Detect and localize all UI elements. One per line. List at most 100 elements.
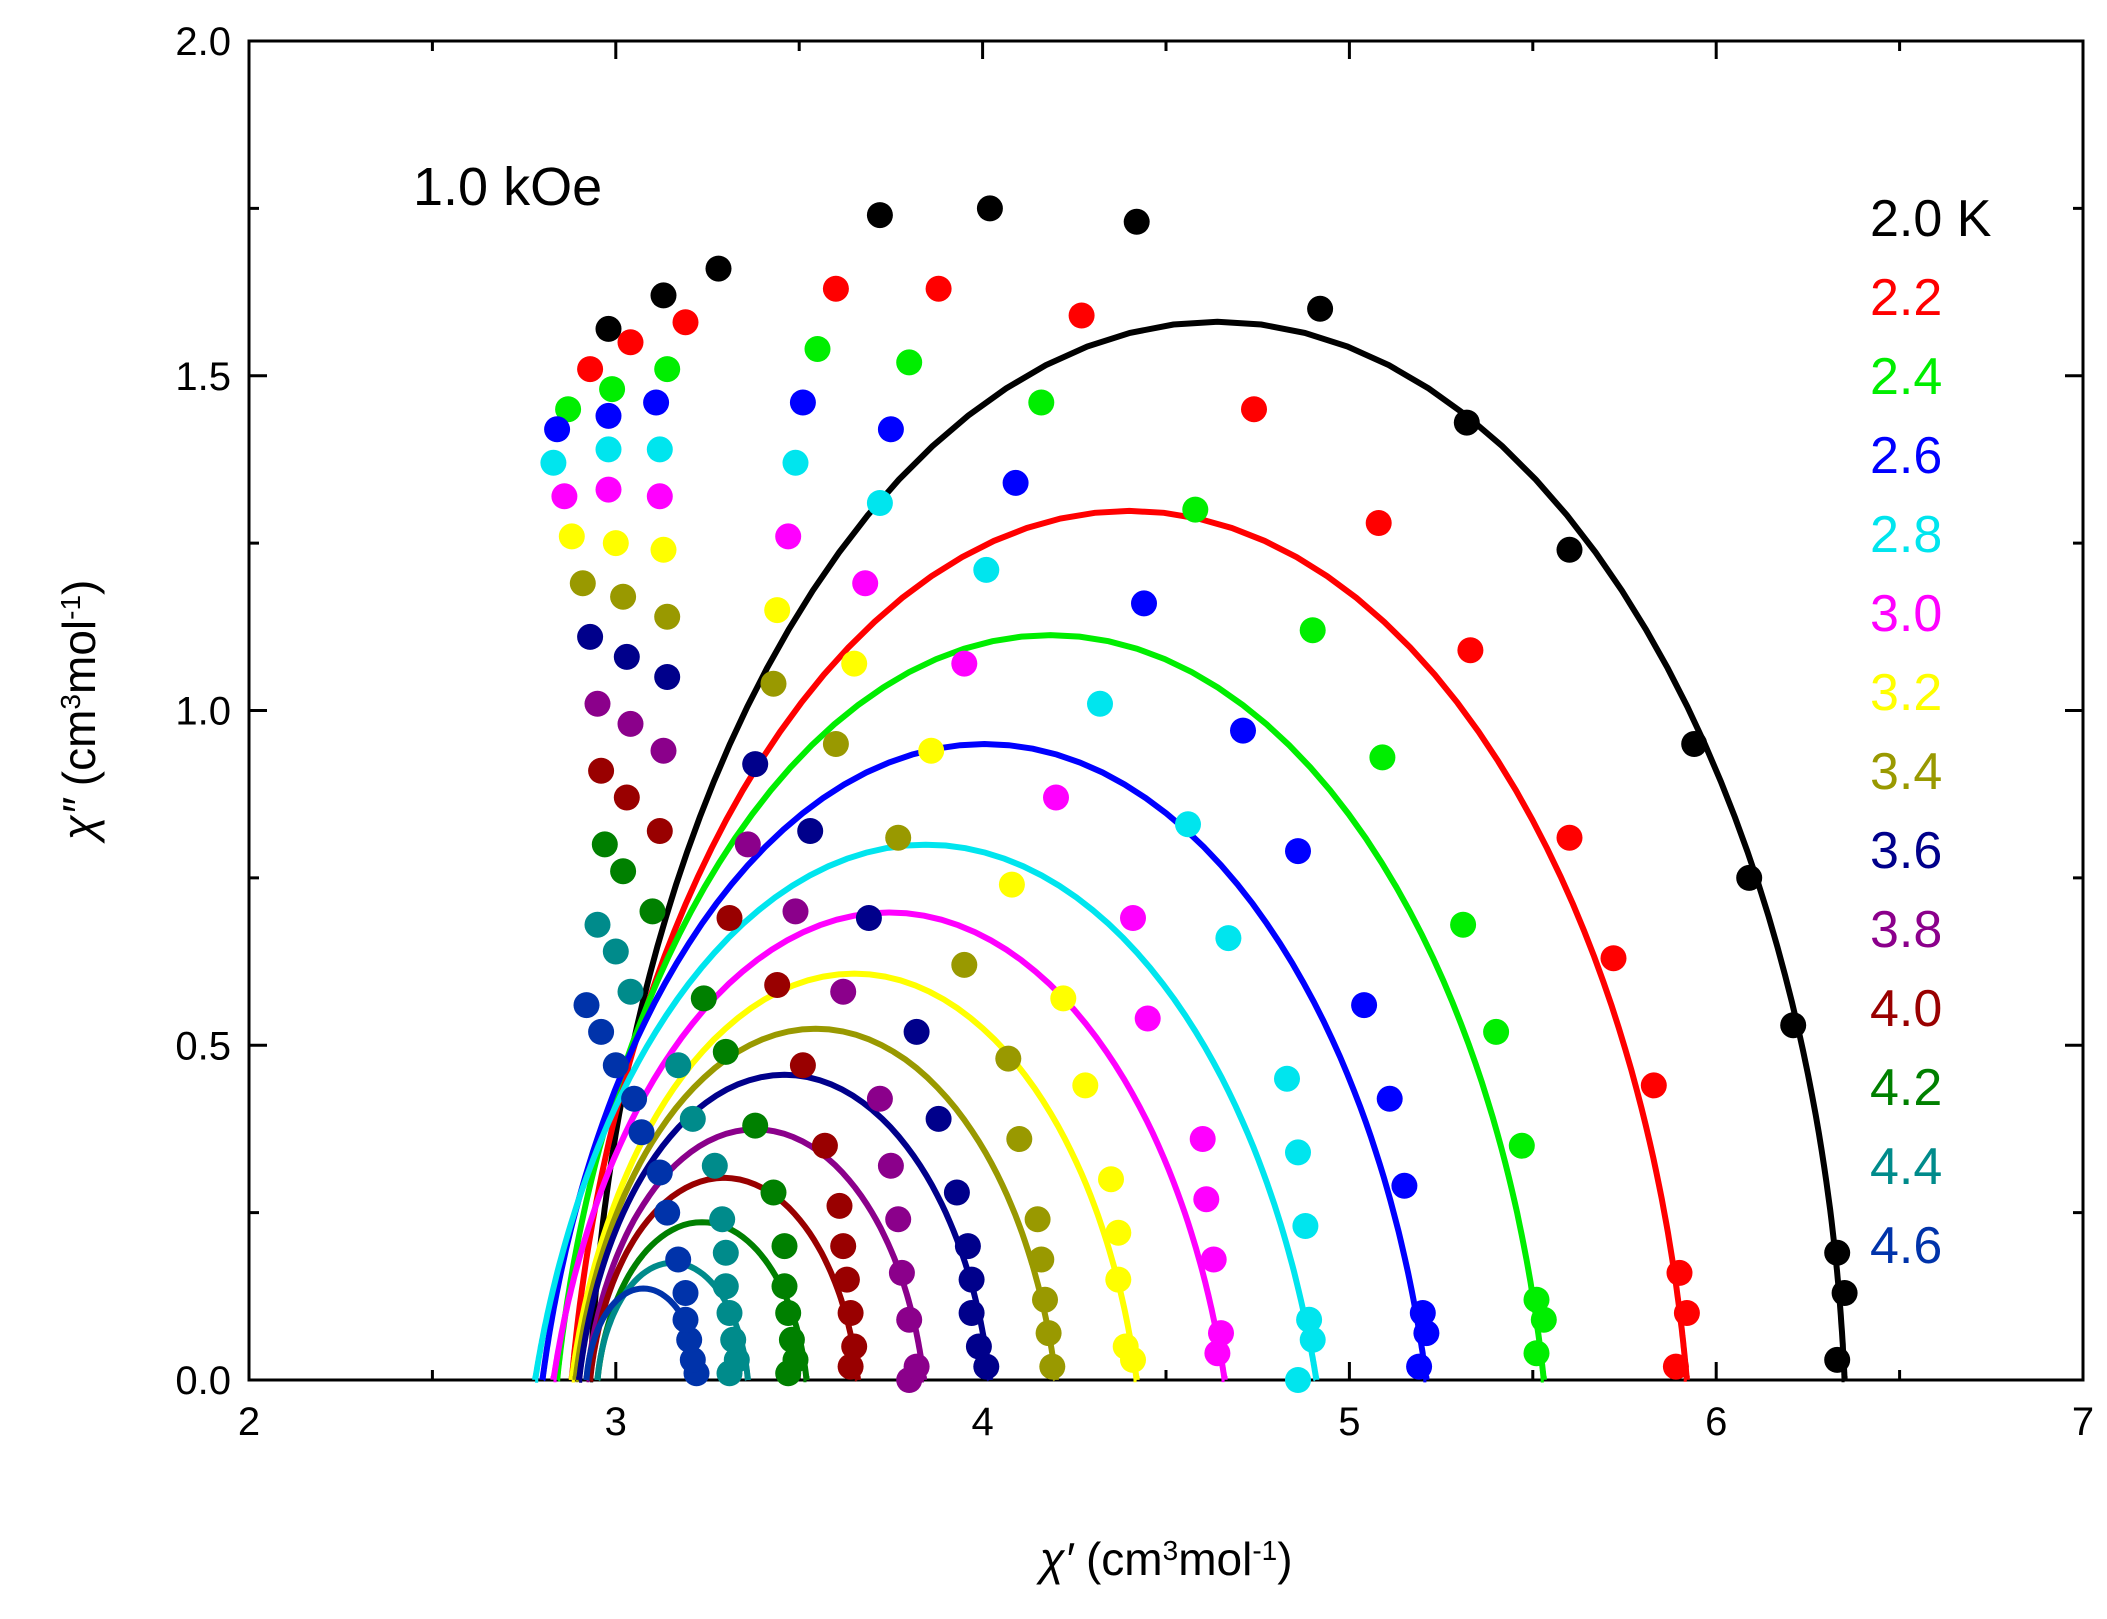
data-point <box>573 992 600 1019</box>
data-point <box>811 1132 838 1159</box>
data-point <box>896 1306 923 1333</box>
data-point <box>1204 1340 1231 1367</box>
data-point <box>690 985 717 1012</box>
data-point <box>1365 510 1392 536</box>
data-point <box>701 1152 728 1179</box>
data-point <box>650 536 677 563</box>
data-points <box>540 195 1858 1393</box>
data-point <box>885 824 912 851</box>
data-point <box>1112 1333 1139 1360</box>
data-point <box>1523 1286 1550 1313</box>
data-point <box>1050 985 1077 1012</box>
data-point <box>1193 1186 1220 1213</box>
data-point <box>1673 1300 1700 1326</box>
data-point <box>789 389 816 416</box>
x-tick-label: 7 <box>2072 1400 2094 1444</box>
x-tick-label: 3 <box>605 1400 627 1444</box>
data-point <box>621 1085 648 1112</box>
data-point <box>837 1353 864 1380</box>
data-point <box>998 871 1025 898</box>
data-point <box>965 1333 992 1360</box>
data-point <box>712 1038 739 1065</box>
data-point <box>591 831 618 858</box>
field-annotation: 1.0 kOe <box>413 157 602 217</box>
legend-label: 2.8 <box>1870 506 1942 564</box>
data-point <box>954 1233 981 1260</box>
data-point <box>610 583 637 610</box>
legend-label: 4.0 <box>1870 980 1942 1038</box>
data-point <box>646 1159 673 1186</box>
data-point <box>628 1119 655 1146</box>
data-point <box>723 1346 750 1373</box>
data-point <box>1391 1172 1418 1199</box>
data-point <box>1072 1072 1099 1099</box>
legend-label: 4.4 <box>1870 1138 1942 1196</box>
data-point <box>797 818 824 844</box>
legend-label: 3.4 <box>1870 743 1942 801</box>
data-point <box>877 1152 904 1179</box>
data-point <box>1600 945 1627 972</box>
data-point <box>822 731 849 757</box>
data-point <box>595 476 622 503</box>
data-point <box>742 1112 769 1139</box>
x-tick-label: 5 <box>1338 1400 1360 1444</box>
data-point <box>1508 1132 1535 1159</box>
legend-label: 2.6 <box>1870 427 1942 485</box>
data-point <box>1681 731 1708 757</box>
data-point <box>1028 389 1055 416</box>
data-point <box>1274 1065 1300 1092</box>
data-point <box>654 664 681 690</box>
data-point <box>672 1280 699 1306</box>
data-point <box>1098 1166 1124 1193</box>
data-point <box>841 1333 868 1360</box>
data-point <box>1406 1353 1433 1380</box>
y-axis-title: χ″ (cm3mol-1) <box>53 580 105 845</box>
data-point <box>1640 1072 1667 1099</box>
data-point <box>705 255 732 282</box>
data-point <box>958 1266 985 1293</box>
data-point <box>602 530 629 557</box>
data-point <box>973 1353 1000 1380</box>
data-point <box>544 416 571 443</box>
data-point <box>1666 1259 1693 1286</box>
data-point <box>595 402 622 429</box>
data-point <box>742 751 769 778</box>
data-point <box>1043 784 1069 811</box>
data-point <box>1292 1213 1319 1239</box>
data-point <box>951 650 978 677</box>
data-point <box>1409 1300 1436 1326</box>
data-point <box>1299 617 1326 644</box>
data-point <box>1530 1306 1557 1333</box>
data-point <box>837 1300 864 1326</box>
data-point <box>1285 838 1311 865</box>
data-point <box>1450 911 1477 938</box>
data-point <box>1307 295 1334 322</box>
data-point <box>877 416 904 443</box>
data-point <box>866 490 893 516</box>
data-point <box>613 643 640 670</box>
data-point <box>1006 1126 1033 1152</box>
data-point <box>595 436 622 463</box>
data-point <box>760 1179 787 1206</box>
data-point <box>1556 536 1583 563</box>
data-point <box>1457 637 1484 664</box>
data-point <box>1369 744 1396 771</box>
data-point <box>958 1300 985 1326</box>
data-point <box>672 1306 699 1333</box>
data-point <box>1175 811 1201 838</box>
data-point <box>720 1326 747 1353</box>
data-point <box>617 329 644 356</box>
legend-label: 4.2 <box>1870 1059 1942 1117</box>
data-point <box>1028 1246 1055 1273</box>
data-point <box>569 570 596 597</box>
data-point <box>1024 1206 1051 1233</box>
data-point <box>866 202 893 229</box>
data-point <box>1182 496 1209 523</box>
data-point <box>617 978 644 1005</box>
fit-curve <box>554 632 1547 1383</box>
data-point <box>1453 409 1480 436</box>
legend-label: 3.8 <box>1870 901 1942 959</box>
data-point <box>1032 1286 1058 1313</box>
data-point <box>885 1206 912 1233</box>
data-point <box>775 523 802 550</box>
